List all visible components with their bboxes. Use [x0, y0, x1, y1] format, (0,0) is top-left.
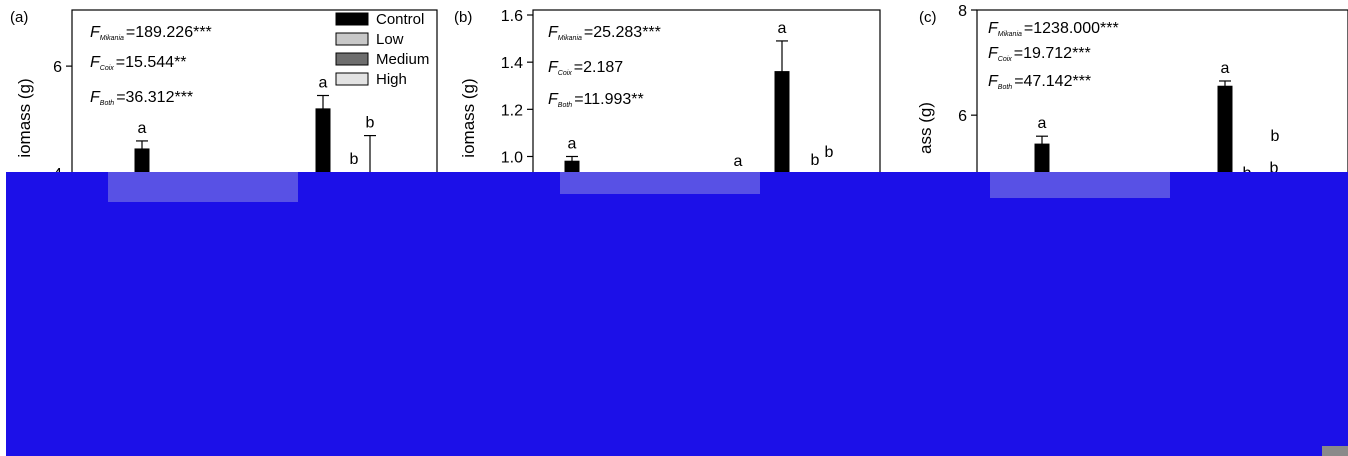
legend-label: Low	[376, 31, 404, 48]
significance-letter: a	[568, 135, 577, 152]
legend-swatch	[335, 52, 369, 66]
stat-annotation: FBoth =11.993**	[548, 91, 644, 109]
legend-label: High	[376, 71, 407, 88]
significance-letter: a	[778, 20, 787, 37]
stat-annotation: FCoix =15.544**	[90, 54, 187, 72]
y-tick-label: 6	[958, 108, 967, 125]
stat-annotation: FBoth =47.142***	[988, 73, 1091, 91]
significance-letter: b	[350, 151, 359, 168]
panel-label: (c)	[919, 9, 937, 26]
y-tick-label: 1.6	[501, 8, 523, 25]
stat-annotation: FMikania =25.283***	[548, 24, 661, 42]
significance-letter: b	[366, 115, 375, 132]
significance-letter: a	[734, 153, 743, 170]
occlusion-artifact	[108, 172, 298, 202]
stat-annotation: FCoix =2.187	[548, 59, 623, 77]
occlusion-artifact	[560, 172, 760, 194]
y-axis-title: iomass (g)	[459, 78, 478, 157]
significance-letter: a	[1038, 115, 1047, 132]
panel-label: (b)	[454, 9, 472, 26]
significance-letter: b	[1270, 160, 1279, 177]
significance-letter: a	[319, 75, 328, 92]
y-tick-label: 1.4	[501, 55, 523, 72]
stat-annotation: FMikania =1238.000***	[988, 20, 1119, 38]
legend-swatch	[335, 12, 369, 26]
significance-letter: b	[811, 152, 820, 169]
occlusion-corner	[1322, 446, 1348, 456]
y-axis-title: iomass (g)	[15, 78, 34, 157]
stat-annotation: FBoth =36.312***	[90, 89, 193, 107]
y-axis-title: ass (g)	[916, 102, 935, 154]
y-tick-label: 1.2	[501, 102, 523, 119]
legend-label: Control	[376, 11, 424, 28]
stat-annotation: FMikania =189.226***	[90, 24, 212, 42]
significance-letter: a	[1221, 60, 1230, 77]
legend-swatch	[335, 32, 369, 46]
y-tick-label: 8	[958, 3, 967, 20]
stat-annotation: FCoix =19.712***	[988, 45, 1091, 63]
y-tick-label: 1.0	[501, 149, 523, 166]
y-tick-label: 6	[53, 59, 62, 76]
legend-swatch	[335, 72, 369, 86]
panel-label: (a)	[10, 9, 28, 26]
significance-letter: b	[825, 144, 834, 161]
significance-letter: a	[138, 120, 147, 137]
significance-letter: b	[1271, 128, 1280, 145]
legend-label: Medium	[376, 51, 429, 68]
occlusion-artifact	[990, 172, 1170, 198]
occlusion-band	[6, 172, 1348, 456]
